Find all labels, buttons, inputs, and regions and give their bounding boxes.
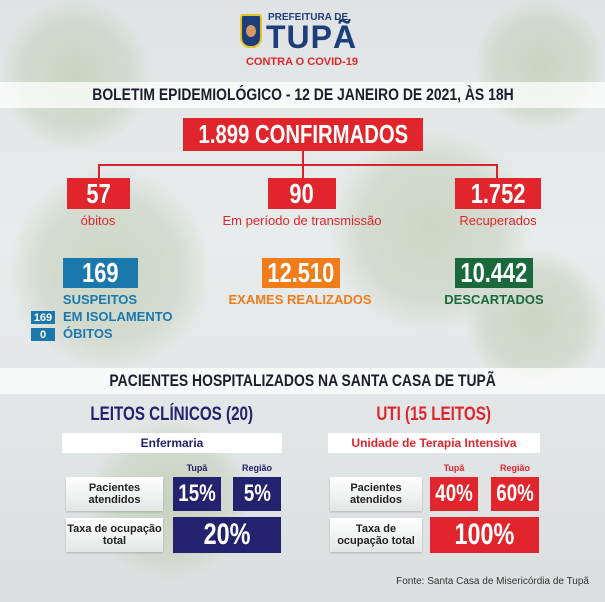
page-title: BOLETIM EPIDEMIOLÓGICO - 12 DE JANEIRO D…	[91, 85, 514, 104]
col-tupa: Tupã	[186, 463, 208, 473]
patients-label: Pacientes atendidos	[330, 477, 422, 511]
connector	[98, 164, 100, 178]
clinical-tupa-value: 15%	[173, 477, 221, 511]
isolation-value: 169	[31, 311, 55, 324]
transmission-label: Em período de transmissão	[222, 213, 382, 228]
exams-box: 12.510	[262, 257, 340, 288]
title-bar: BOLETIM EPIDEMIOLÓGICO - 12 DE JANEIRO D…	[0, 82, 605, 108]
virus-background	[475, 0, 605, 130]
deaths-box: 57	[67, 178, 130, 209]
col-tupa: Tupã	[443, 463, 465, 473]
clinical-title: LEITOS CLÍNICOS (20)	[90, 404, 254, 425]
logo-sub-text: CONTRA O COVID-19	[245, 56, 359, 68]
icu-tupa-value: 40%	[430, 477, 478, 511]
suspects-box: 169	[63, 257, 138, 288]
recovered-label: Recuperados	[459, 213, 537, 228]
coat-of-arms-icon	[240, 14, 262, 48]
patients-label: Pacientes atendidos	[66, 477, 163, 511]
col-regiao: Região	[241, 463, 272, 473]
logo-city-text: TUPÃ	[266, 19, 358, 55]
discarded-label: DESCARTADOS	[444, 292, 544, 307]
transmission-box: 90	[268, 178, 336, 209]
confirmed-box: 1.899 CONFIRMADOS	[183, 118, 423, 151]
source-note: Fonte: Santa Casa de Misericórdia de Tup…	[396, 576, 589, 587]
connector	[98, 164, 498, 166]
hospital-title: PACIENTES HOSPITALIZADOS NA SANTA CASA D…	[109, 371, 496, 390]
icu-subtitle: Unidade de Terapia Intensiva	[328, 433, 540, 453]
exams-label: EXAMES REALIZADOS	[228, 292, 372, 307]
icu-occupancy-value: 100%	[430, 517, 539, 553]
clinical-regiao-value: 5%	[233, 477, 281, 511]
recovered-box: 1.752	[455, 178, 541, 209]
suspect-deaths-value: 0	[31, 328, 55, 341]
suspect-deaths-label: ÓBITOS	[63, 326, 113, 341]
hospital-bar: PACIENTES HOSPITALIZADOS NA SANTA CASA D…	[0, 368, 605, 394]
icu-regiao-value: 60%	[491, 477, 539, 511]
occupancy-label: Taxa de ocupação total	[66, 518, 163, 552]
icu-title: UTI (15 LEITOS)	[376, 404, 492, 425]
logo: PREFEITURA DE TUPÃ CONTRA O COVID-19	[238, 10, 368, 72]
discarded-box: 10.442	[455, 257, 533, 288]
logo-top-text: PREFEITURA DE	[268, 12, 349, 23]
suspects-label: SUSPEITOS	[62, 292, 138, 307]
occupancy-label: Taxa de ocupação total	[330, 518, 422, 552]
deaths-label: óbitos	[80, 213, 116, 228]
connector	[496, 164, 498, 178]
col-regiao: Região	[499, 463, 530, 473]
virus-background	[0, 0, 150, 150]
clinical-occupancy-value: 20%	[173, 517, 281, 553]
isolation-label: EM ISOLAMENTO	[63, 309, 173, 324]
clinical-subtitle: Enfermaria	[62, 433, 282, 453]
